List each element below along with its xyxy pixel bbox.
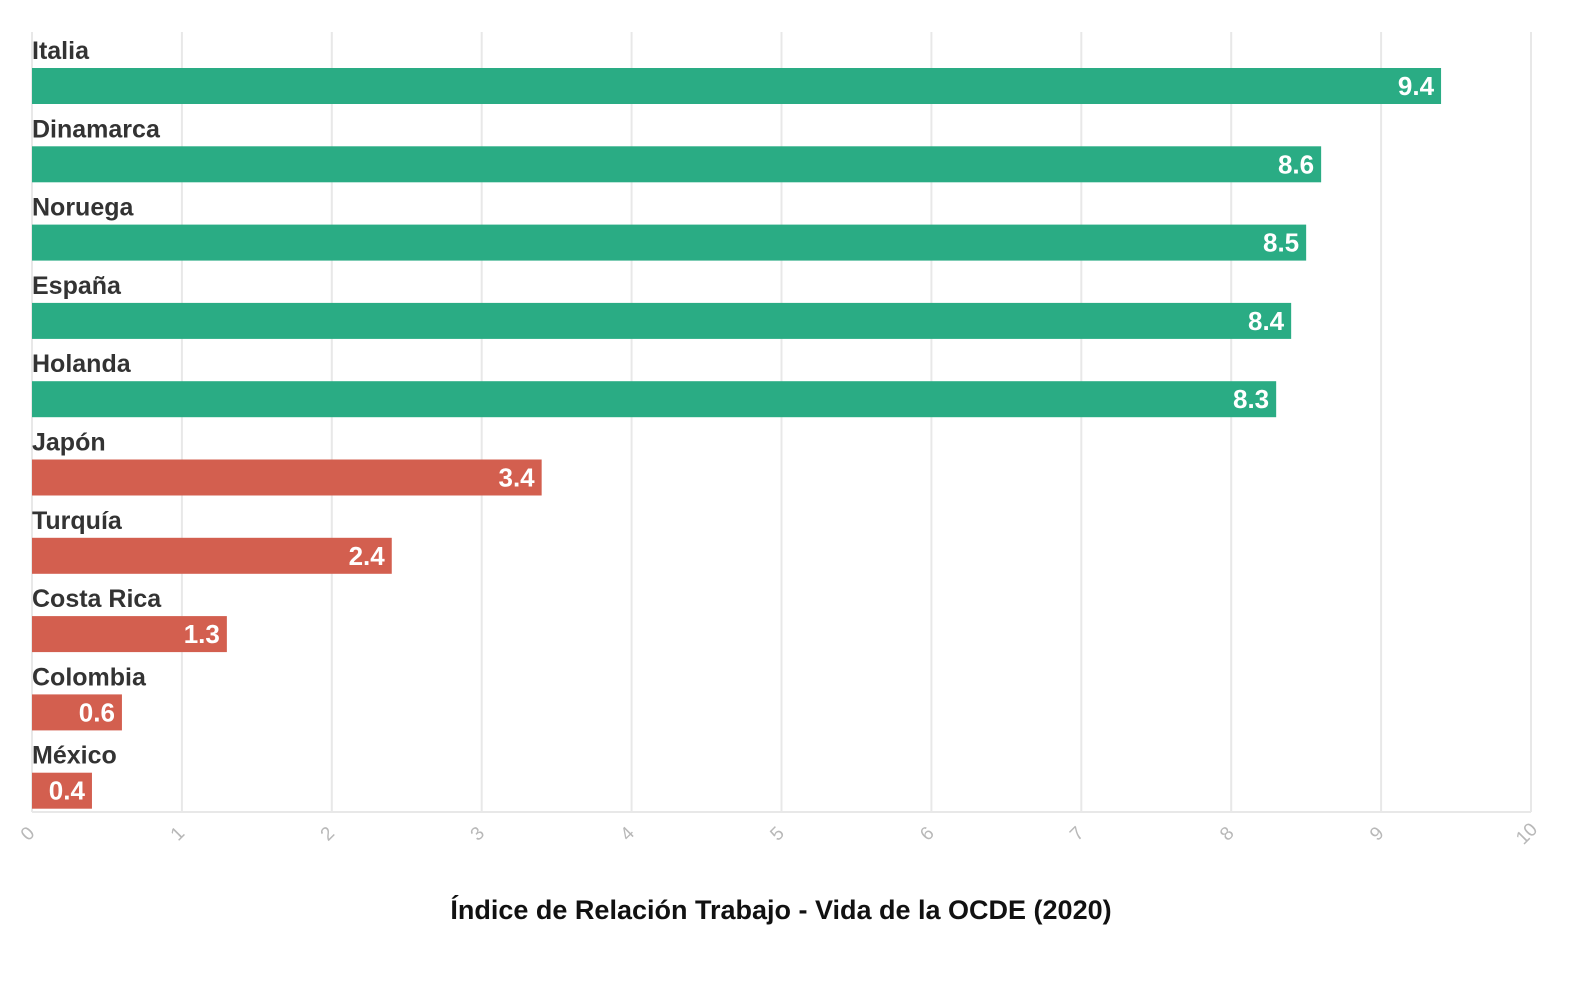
x-tick-label: 0: [17, 823, 39, 845]
bars: Italia 9.4 Dinamarca 8.6 Noruega 8.5 España 8.4…: [32, 37, 1442, 809]
bar: [32, 302, 1292, 339]
category-label: Turquía: [32, 507, 123, 535]
bar: [32, 459, 542, 496]
x-tick-label: 2: [317, 823, 339, 845]
x-tick-label: 3: [467, 823, 489, 845]
bar: [32, 616, 227, 653]
category-label: Holanda: [32, 350, 132, 378]
category-label: Colombia: [32, 663, 147, 691]
bar: [32, 68, 1442, 104]
bar-value-label: 9.4: [1398, 71, 1435, 101]
bar-value-label: 0.6: [79, 697, 115, 727]
bar: [32, 694, 122, 731]
x-tick-label: 7: [1066, 823, 1088, 845]
category-label: España: [32, 272, 122, 300]
bar-value-label: 8.6: [1278, 149, 1314, 179]
x-tick-label: 5: [766, 823, 788, 845]
x-tick-label: 1: [167, 823, 189, 845]
x-tick-label: 6: [916, 823, 938, 845]
bar: [32, 537, 392, 574]
category-label: Noruega: [32, 194, 135, 222]
category-label: México: [32, 742, 117, 770]
bar-value-label: 2.4: [349, 541, 386, 571]
x-axis-title: Índice de Relación Trabajo - Vida de la …: [450, 894, 1111, 925]
x-axis-ticks: 0 1 2 3 4 5 6 7 8 9 10: [17, 819, 1542, 849]
category-label: Japón: [32, 429, 106, 457]
bar: [32, 146, 1322, 183]
bar-value-label: 8.5: [1263, 228, 1299, 258]
category-label: Costa Rica: [32, 585, 162, 613]
bar-value-label: 0.4: [49, 776, 86, 806]
x-tick-label: 8: [1216, 823, 1238, 845]
bar-value-label: 1.3: [184, 619, 220, 649]
bar: [32, 381, 1277, 418]
bar-value-label: 3.4: [499, 463, 536, 493]
x-tick-label: 10: [1512, 819, 1542, 849]
bar-value-label: 8.3: [1233, 384, 1269, 414]
x-tick-label: 9: [1366, 823, 1388, 845]
bar-value-label: 8.4: [1248, 306, 1285, 336]
x-tick-label: 4: [617, 823, 640, 846]
bar: [32, 772, 92, 809]
bar: [32, 224, 1307, 261]
category-label: Dinamarca: [32, 115, 161, 143]
category-label: Italia: [32, 37, 90, 65]
